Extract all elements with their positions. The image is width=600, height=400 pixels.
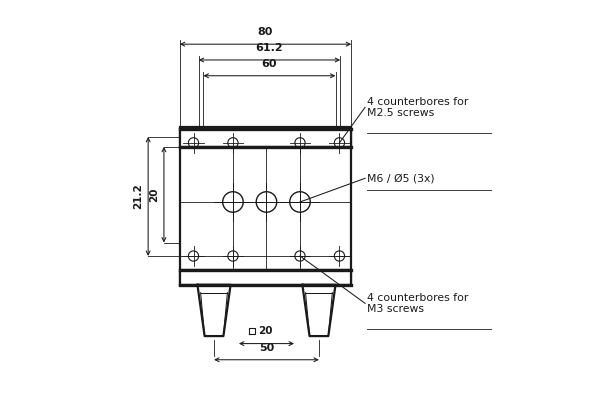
Text: 61.2: 61.2 — [256, 43, 283, 53]
Text: 60: 60 — [262, 59, 277, 69]
Text: 20: 20 — [149, 188, 159, 202]
Text: 4 counterbores for
M3 screws: 4 counterbores for M3 screws — [367, 292, 469, 314]
Text: 20: 20 — [258, 326, 272, 336]
Text: 21.2: 21.2 — [133, 184, 143, 209]
Bar — [179, 129, 351, 147]
Text: 80: 80 — [258, 27, 273, 37]
Text: 50: 50 — [259, 343, 274, 353]
Text: 4 counterbores for
M2.5 screws: 4 counterbores for M2.5 screws — [367, 96, 469, 118]
Bar — [179, 127, 351, 285]
Bar — [179, 270, 351, 285]
Text: M6 / Ø5 (3x): M6 / Ø5 (3x) — [367, 173, 434, 183]
